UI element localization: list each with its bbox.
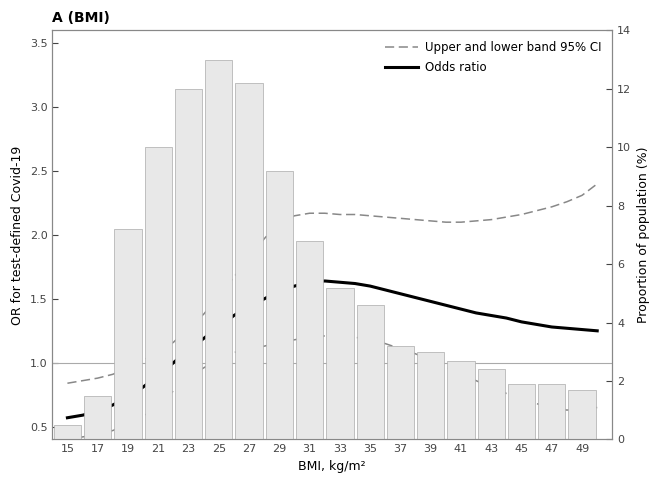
Bar <box>417 352 444 439</box>
Bar <box>266 171 293 439</box>
Bar <box>145 147 172 439</box>
Bar <box>568 390 596 439</box>
Bar <box>296 241 323 439</box>
Bar <box>114 229 141 439</box>
Legend: Upper and lower band 95% CI, Odds ratio: Upper and lower band 95% CI, Odds ratio <box>380 36 606 79</box>
Bar <box>447 361 475 439</box>
Bar <box>175 89 202 439</box>
Bar <box>235 83 262 439</box>
Text: A (BMI): A (BMI) <box>52 11 110 25</box>
Bar <box>327 287 354 439</box>
Y-axis label: Proportion of population (%): Proportion of population (%) <box>637 147 650 323</box>
Bar <box>478 369 505 439</box>
Bar <box>205 60 233 439</box>
Bar <box>84 395 111 439</box>
Bar <box>54 425 81 439</box>
Bar <box>508 384 535 439</box>
Bar <box>538 384 565 439</box>
Bar <box>356 305 384 439</box>
Y-axis label: OR for test-defined Covid-19: OR for test-defined Covid-19 <box>11 145 24 325</box>
X-axis label: BMI, kg/m²: BMI, kg/m² <box>299 460 366 473</box>
Bar <box>387 346 414 439</box>
